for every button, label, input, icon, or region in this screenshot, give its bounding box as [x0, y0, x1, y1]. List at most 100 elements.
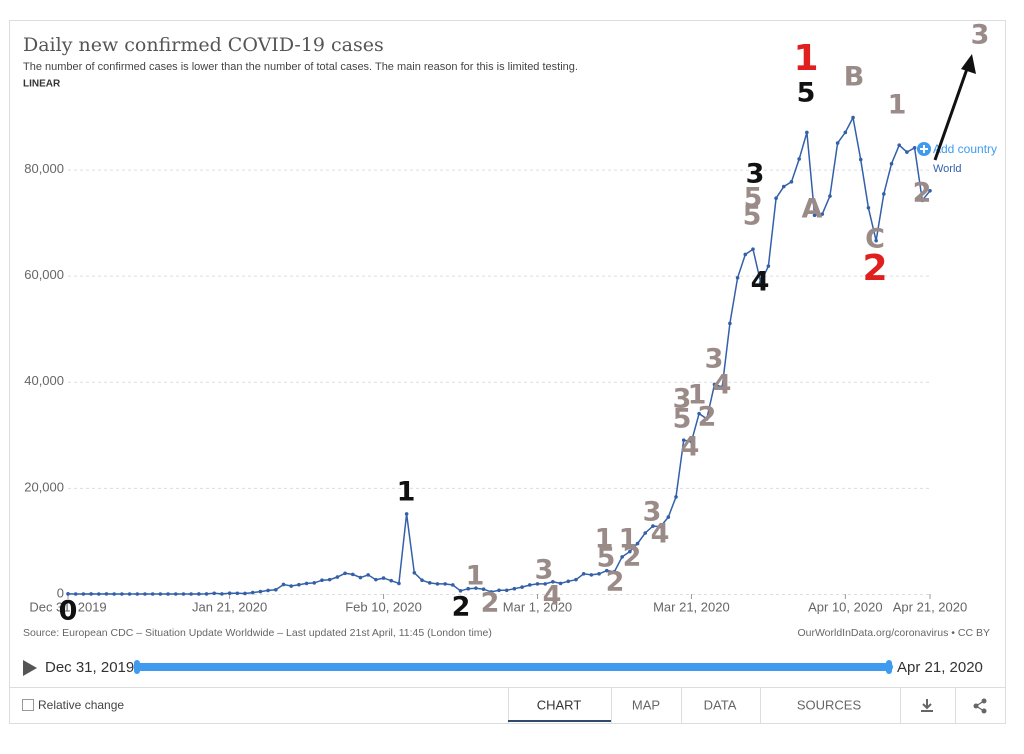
- data-point: [820, 212, 825, 216]
- data-point: [589, 573, 594, 577]
- timeline-handle[interactable]: [134, 660, 140, 674]
- annotation: 1: [466, 561, 485, 592]
- data-point: [358, 575, 363, 580]
- data-point: [96, 592, 101, 596]
- arrow-head: [961, 54, 976, 74]
- annotation: 2: [698, 402, 717, 433]
- data-point: [789, 179, 794, 184]
- share-icon[interactable]: [973, 698, 987, 714]
- data-point: [535, 582, 540, 586]
- checkbox[interactable]: [22, 699, 34, 711]
- data-point: [566, 579, 571, 584]
- annotation: 1: [793, 38, 818, 79]
- annotation: 1: [595, 524, 614, 555]
- data-point: [66, 592, 70, 596]
- data-point: [466, 586, 471, 591]
- data-point: [751, 247, 755, 251]
- data-point: [643, 531, 648, 535]
- annotation: 2: [452, 592, 471, 623]
- data-point: [766, 264, 771, 268]
- data-point: [443, 582, 447, 586]
- play-button[interactable]: [23, 660, 37, 676]
- data-point: [366, 573, 370, 577]
- x-tick-label: Feb 10, 2020: [345, 599, 422, 614]
- data-point: [620, 555, 624, 559]
- data-point: [728, 321, 732, 326]
- timeline-handle[interactable]: [886, 660, 892, 674]
- data-point: [735, 276, 740, 280]
- data-point: [181, 592, 186, 596]
- credit[interactable]: OurWorldInData.org/coronavirus • CC BY: [797, 627, 990, 639]
- annotation: 2: [623, 542, 642, 573]
- annotation: 3: [746, 159, 765, 190]
- scale-toggle[interactable]: LINEAR: [23, 79, 61, 90]
- annotation: 1: [688, 380, 707, 411]
- data-point: [797, 157, 801, 161]
- plot: 0 20,000 40,000 60,000 80,000 Dec 31, 2019 Jan…: [24, 115, 967, 614]
- data-point: [828, 194, 832, 198]
- x-tick-label: Dec 31, 2019: [29, 599, 106, 614]
- data-point: [697, 411, 701, 416]
- data-point: [389, 578, 394, 583]
- data-point: [597, 572, 601, 576]
- card: [9, 20, 1006, 724]
- data-point: [297, 582, 301, 587]
- data-point: [604, 568, 609, 573]
- data-point: [404, 512, 409, 516]
- data-point: [520, 585, 524, 589]
- data-point: [474, 586, 478, 590]
- annotation: 5: [743, 201, 762, 232]
- data-point: [497, 588, 501, 593]
- data-point: [374, 577, 378, 582]
- data-point: [266, 588, 270, 593]
- data-point: [843, 130, 848, 135]
- y-tick-label: 40,000: [24, 373, 64, 388]
- annotation: 5: [597, 543, 616, 574]
- data-point: [258, 589, 263, 594]
- data-point: [304, 581, 309, 586]
- tab[interactable]: DATA: [704, 697, 737, 712]
- data-point: [689, 439, 694, 444]
- x-tick-label: Mar 1, 2020: [503, 599, 572, 614]
- data-point: [905, 150, 909, 154]
- download-icon[interactable]: [921, 699, 933, 712]
- data-point: [681, 438, 686, 442]
- data-point: [112, 592, 116, 596]
- data-point: [127, 592, 132, 596]
- data-point: [458, 589, 463, 593]
- annotation: 0: [59, 596, 78, 627]
- timeline-end: Apr 21, 2020: [897, 659, 983, 676]
- y-tick-label: 0: [57, 585, 64, 600]
- data-point: [928, 189, 932, 193]
- data-point: [327, 577, 332, 582]
- chart-title: Daily new confirmed COVID-19 cases: [23, 34, 384, 56]
- data-point: [666, 515, 671, 519]
- data-point: [335, 575, 340, 579]
- tab[interactable]: CHART: [537, 697, 582, 712]
- data-point: [189, 592, 193, 596]
- tab[interactable]: SOURCES: [797, 697, 862, 712]
- data-point: [489, 590, 494, 594]
- data-point: [512, 586, 517, 591]
- annotation: 4: [681, 432, 700, 463]
- annotation: 5: [744, 183, 763, 214]
- data-point: [882, 192, 886, 196]
- data-point: [81, 592, 86, 596]
- data-point: [350, 572, 355, 577]
- data-point: [135, 592, 140, 596]
- data-point: [743, 252, 748, 257]
- annotation: 3: [673, 384, 692, 415]
- data-point: [481, 587, 486, 592]
- annotation: A: [802, 194, 823, 225]
- data-point: [235, 591, 240, 596]
- relative-change[interactable]: Relative change: [38, 698, 124, 712]
- data-point: [281, 582, 286, 587]
- annotation: 2: [481, 588, 500, 619]
- x-tick-label: Mar 21, 2020: [653, 599, 730, 614]
- tab[interactable]: MAP: [632, 697, 660, 712]
- data-point: [220, 592, 224, 596]
- add-country[interactable]: Add country: [933, 142, 997, 156]
- x-tick-label: Apr 21, 2020: [893, 599, 967, 614]
- data-point: [250, 590, 255, 595]
- data-point: [720, 385, 724, 389]
